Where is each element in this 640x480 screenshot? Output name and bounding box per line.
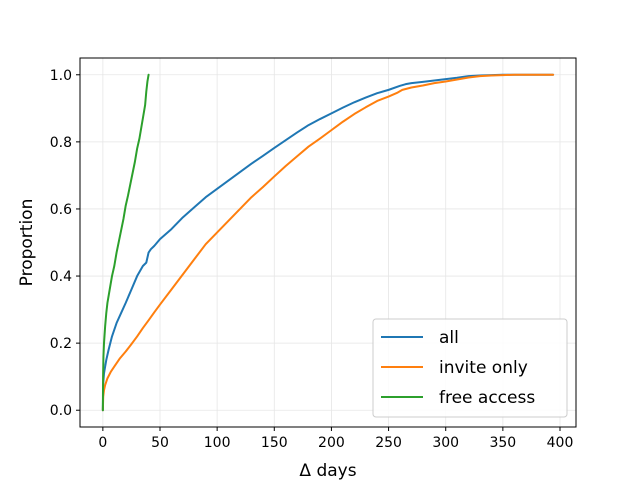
legend: all invite only free access: [372, 318, 568, 418]
x-tick-label: 350: [489, 435, 516, 451]
x-tick-label: 150: [261, 435, 288, 451]
legend-label: all: [439, 328, 459, 348]
series-line-free-access: [101, 73, 150, 412]
axis-ticks: 0 50 100 150 200 250 300 350 400 0.0 0.2 0.4 0.6 0.8 1…: [50, 68, 574, 451]
x-tick-label: 300: [432, 435, 459, 451]
legend-label: invite only: [439, 358, 528, 378]
series-line-invite-only: [101, 73, 555, 412]
series-lines: [101, 73, 555, 412]
x-tick-label: 0: [98, 435, 107, 451]
y-axis-label: Proportion: [17, 199, 37, 287]
x-tick-label: 100: [204, 435, 231, 451]
plot-frame: [79, 57, 577, 428]
x-axis-label: Δ days: [299, 461, 356, 480]
x-tick-label: 50: [151, 435, 169, 451]
series-line-all: [101, 73, 555, 412]
y-tick-label: 0.6: [50, 202, 72, 218]
legend-box: [372, 318, 568, 418]
x-tick-label: 200: [318, 435, 345, 451]
grid: [80, 58, 576, 427]
y-tick-label: 0.4: [50, 269, 72, 285]
y-tick-label: 0.0: [50, 403, 72, 419]
y-tick-label: 0.8: [50, 135, 72, 151]
y-tick-label: 0.2: [50, 336, 72, 352]
y-tick-label: 1.0: [50, 68, 72, 84]
x-tick-label: 400: [547, 435, 574, 451]
x-tick-label: 250: [375, 435, 402, 451]
legend-label: free access: [439, 388, 535, 408]
